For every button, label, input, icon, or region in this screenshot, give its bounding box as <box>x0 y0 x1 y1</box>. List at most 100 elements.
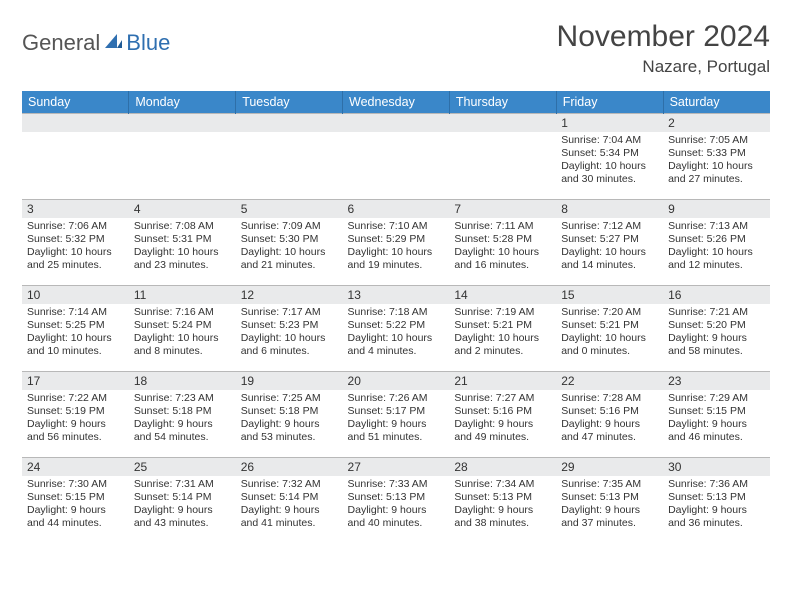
calendar-day-cell: 26Sunrise: 7:32 AMSunset: 5:14 PMDayligh… <box>236 458 343 544</box>
sunset-text: Sunset: 5:25 PM <box>27 319 124 332</box>
weekday-header: Saturday <box>663 91 770 114</box>
sunrise-text: Sunrise: 7:17 AM <box>241 306 338 319</box>
calendar-day-cell: 23Sunrise: 7:29 AMSunset: 5:15 PMDayligh… <box>663 372 770 458</box>
sunrise-text: Sunrise: 7:29 AM <box>668 392 765 405</box>
day-details: Sunrise: 7:25 AMSunset: 5:18 PMDaylight:… <box>236 390 343 449</box>
sunset-text: Sunset: 5:17 PM <box>348 405 445 418</box>
calendar-week-row: 1Sunrise: 7:04 AMSunset: 5:34 PMDaylight… <box>22 114 770 200</box>
sunset-text: Sunset: 5:26 PM <box>668 233 765 246</box>
calendar-day-cell: 21Sunrise: 7:27 AMSunset: 5:16 PMDayligh… <box>449 372 556 458</box>
sunrise-text: Sunrise: 7:19 AM <box>454 306 551 319</box>
empty-day-band <box>129 114 236 132</box>
sunrise-text: Sunrise: 7:04 AM <box>561 134 658 147</box>
sunrise-text: Sunrise: 7:28 AM <box>561 392 658 405</box>
daylight-text: Daylight: 9 hours and 37 minutes. <box>561 504 658 530</box>
calendar-day-cell: 17Sunrise: 7:22 AMSunset: 5:19 PMDayligh… <box>22 372 129 458</box>
day-number: 15 <box>556 286 663 304</box>
calendar-table: SundayMondayTuesdayWednesdayThursdayFrid… <box>22 91 770 544</box>
calendar-day-cell: 1Sunrise: 7:04 AMSunset: 5:34 PMDaylight… <box>556 114 663 200</box>
day-details: Sunrise: 7:22 AMSunset: 5:19 PMDaylight:… <box>22 390 129 449</box>
sunrise-text: Sunrise: 7:18 AM <box>348 306 445 319</box>
weekday-header: Sunday <box>22 91 129 114</box>
empty-day-band <box>22 114 129 132</box>
day-details: Sunrise: 7:19 AMSunset: 5:21 PMDaylight:… <box>449 304 556 363</box>
daylight-text: Daylight: 10 hours and 30 minutes. <box>561 160 658 186</box>
sunrise-text: Sunrise: 7:32 AM <box>241 478 338 491</box>
day-details: Sunrise: 7:12 AMSunset: 5:27 PMDaylight:… <box>556 218 663 277</box>
daylight-text: Daylight: 9 hours and 38 minutes. <box>454 504 551 530</box>
daylight-text: Daylight: 10 hours and 8 minutes. <box>134 332 231 358</box>
sunrise-text: Sunrise: 7:10 AM <box>348 220 445 233</box>
sunrise-text: Sunrise: 7:09 AM <box>241 220 338 233</box>
daylight-text: Daylight: 10 hours and 6 minutes. <box>241 332 338 358</box>
sunrise-text: Sunrise: 7:25 AM <box>241 392 338 405</box>
daylight-text: Daylight: 10 hours and 4 minutes. <box>348 332 445 358</box>
day-number: 17 <box>22 372 129 390</box>
day-number: 16 <box>663 286 770 304</box>
sunrise-text: Sunrise: 7:11 AM <box>454 220 551 233</box>
calendar-day-cell: 15Sunrise: 7:20 AMSunset: 5:21 PMDayligh… <box>556 286 663 372</box>
sunset-text: Sunset: 5:16 PM <box>454 405 551 418</box>
month-title: November 2024 <box>557 20 770 54</box>
calendar-header-row: SundayMondayTuesdayWednesdayThursdayFrid… <box>22 91 770 114</box>
day-details: Sunrise: 7:08 AMSunset: 5:31 PMDaylight:… <box>129 218 236 277</box>
day-details: Sunrise: 7:30 AMSunset: 5:15 PMDaylight:… <box>22 476 129 535</box>
day-number: 11 <box>129 286 236 304</box>
weekday-header: Friday <box>556 91 663 114</box>
calendar-day-cell <box>343 114 450 200</box>
day-details: Sunrise: 7:18 AMSunset: 5:22 PMDaylight:… <box>343 304 450 363</box>
sunrise-text: Sunrise: 7:08 AM <box>134 220 231 233</box>
location: Nazare, Portugal <box>557 57 770 77</box>
calendar-day-cell: 3Sunrise: 7:06 AMSunset: 5:32 PMDaylight… <box>22 200 129 286</box>
daylight-text: Daylight: 9 hours and 54 minutes. <box>134 418 231 444</box>
sunrise-text: Sunrise: 7:21 AM <box>668 306 765 319</box>
calendar-day-cell: 11Sunrise: 7:16 AMSunset: 5:24 PMDayligh… <box>129 286 236 372</box>
day-details: Sunrise: 7:26 AMSunset: 5:17 PMDaylight:… <box>343 390 450 449</box>
sunrise-text: Sunrise: 7:36 AM <box>668 478 765 491</box>
daylight-text: Daylight: 10 hours and 23 minutes. <box>134 246 231 272</box>
calendar-day-cell: 12Sunrise: 7:17 AMSunset: 5:23 PMDayligh… <box>236 286 343 372</box>
calendar-day-cell: 14Sunrise: 7:19 AMSunset: 5:21 PMDayligh… <box>449 286 556 372</box>
calendar-week-row: 17Sunrise: 7:22 AMSunset: 5:19 PMDayligh… <box>22 372 770 458</box>
calendar-day-cell: 25Sunrise: 7:31 AMSunset: 5:14 PMDayligh… <box>129 458 236 544</box>
day-number: 30 <box>663 458 770 476</box>
calendar-day-cell: 24Sunrise: 7:30 AMSunset: 5:15 PMDayligh… <box>22 458 129 544</box>
calendar-day-cell: 8Sunrise: 7:12 AMSunset: 5:27 PMDaylight… <box>556 200 663 286</box>
calendar-day-cell: 27Sunrise: 7:33 AMSunset: 5:13 PMDayligh… <box>343 458 450 544</box>
day-number: 8 <box>556 200 663 218</box>
day-details: Sunrise: 7:34 AMSunset: 5:13 PMDaylight:… <box>449 476 556 535</box>
daylight-text: Daylight: 10 hours and 12 minutes. <box>668 246 765 272</box>
sunrise-text: Sunrise: 7:06 AM <box>27 220 124 233</box>
sunset-text: Sunset: 5:21 PM <box>561 319 658 332</box>
sunset-text: Sunset: 5:15 PM <box>27 491 124 504</box>
daylight-text: Daylight: 9 hours and 41 minutes. <box>241 504 338 530</box>
sunrise-text: Sunrise: 7:27 AM <box>454 392 551 405</box>
daylight-text: Daylight: 9 hours and 47 minutes. <box>561 418 658 444</box>
day-details: Sunrise: 7:35 AMSunset: 5:13 PMDaylight:… <box>556 476 663 535</box>
daylight-text: Daylight: 9 hours and 44 minutes. <box>27 504 124 530</box>
weekday-header: Tuesday <box>236 91 343 114</box>
day-details: Sunrise: 7:17 AMSunset: 5:23 PMDaylight:… <box>236 304 343 363</box>
calendar-day-cell: 4Sunrise: 7:08 AMSunset: 5:31 PMDaylight… <box>129 200 236 286</box>
day-number: 6 <box>343 200 450 218</box>
daylight-text: Daylight: 9 hours and 53 minutes. <box>241 418 338 444</box>
sunset-text: Sunset: 5:18 PM <box>134 405 231 418</box>
weekday-header: Wednesday <box>343 91 450 114</box>
day-details: Sunrise: 7:36 AMSunset: 5:13 PMDaylight:… <box>663 476 770 535</box>
daylight-text: Daylight: 9 hours and 36 minutes. <box>668 504 765 530</box>
daylight-text: Daylight: 10 hours and 25 minutes. <box>27 246 124 272</box>
day-number: 5 <box>236 200 343 218</box>
sunrise-text: Sunrise: 7:33 AM <box>348 478 445 491</box>
calendar-day-cell <box>129 114 236 200</box>
sunrise-text: Sunrise: 7:35 AM <box>561 478 658 491</box>
daylight-text: Daylight: 10 hours and 16 minutes. <box>454 246 551 272</box>
sunset-text: Sunset: 5:20 PM <box>668 319 765 332</box>
calendar-day-cell: 29Sunrise: 7:35 AMSunset: 5:13 PMDayligh… <box>556 458 663 544</box>
calendar-day-cell: 7Sunrise: 7:11 AMSunset: 5:28 PMDaylight… <box>449 200 556 286</box>
calendar-day-cell: 30Sunrise: 7:36 AMSunset: 5:13 PMDayligh… <box>663 458 770 544</box>
sunset-text: Sunset: 5:24 PM <box>134 319 231 332</box>
daylight-text: Daylight: 9 hours and 43 minutes. <box>134 504 231 530</box>
sunrise-text: Sunrise: 7:26 AM <box>348 392 445 405</box>
day-number: 7 <box>449 200 556 218</box>
calendar-week-row: 10Sunrise: 7:14 AMSunset: 5:25 PMDayligh… <box>22 286 770 372</box>
